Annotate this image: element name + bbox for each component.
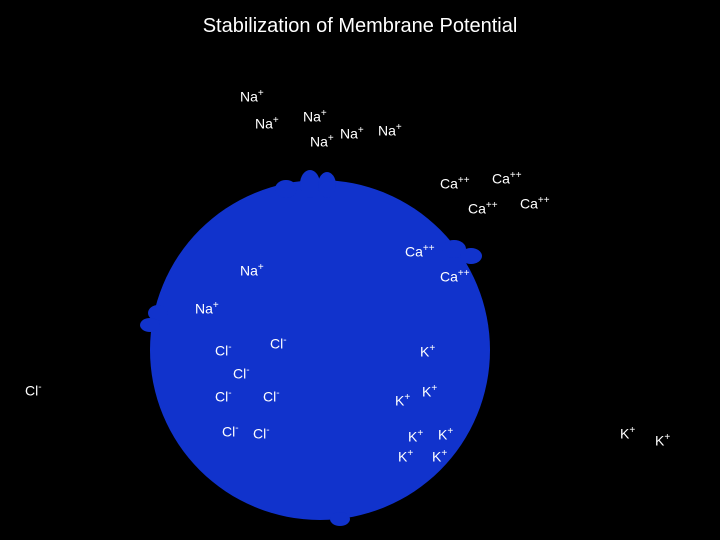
k-ion-label: K+ — [398, 448, 413, 465]
k-ion-label: K+ — [620, 425, 635, 442]
cl-ion-label: Cl- — [253, 425, 270, 442]
membrane-blob — [330, 512, 350, 526]
k-ion-label: K+ — [420, 343, 435, 360]
cl-ion-label: Cl- — [215, 342, 232, 359]
k-ion-label: K+ — [438, 426, 453, 443]
membrane-blob — [318, 172, 336, 198]
ca-ion-label: Ca++ — [405, 243, 435, 260]
k-ion-label: K+ — [408, 428, 423, 445]
cl-ion-label: Cl- — [263, 388, 280, 405]
cl-ion-label: Cl- — [222, 423, 239, 440]
cl-ion-label: Cl- — [25, 382, 42, 399]
cl-ion-label: Cl- — [215, 388, 232, 405]
membrane-blob — [300, 170, 320, 198]
membrane-blob — [275, 180, 297, 198]
ca-ion-label: Ca++ — [440, 268, 470, 285]
na-ion-label: Na+ — [240, 262, 264, 279]
cl-ion-label: Cl- — [233, 365, 250, 382]
membrane-blob — [460, 248, 482, 264]
k-ion-label: K+ — [655, 432, 670, 449]
na-ion-label: Na+ — [340, 125, 364, 142]
na-ion-label: Na+ — [378, 122, 402, 139]
na-ion-label: Na+ — [255, 115, 279, 132]
cell-membrane — [150, 180, 490, 520]
k-ion-label: K+ — [422, 383, 437, 400]
cl-ion-label: Cl- — [270, 335, 287, 352]
diagram-title: Stabilization of Membrane Potential — [203, 15, 518, 38]
na-ion-label: Na+ — [195, 300, 219, 317]
k-ion-label: K+ — [432, 448, 447, 465]
ca-ion-label: Ca++ — [468, 200, 498, 217]
ca-ion-label: Ca++ — [520, 195, 550, 212]
membrane-blob — [140, 318, 160, 332]
na-ion-label: Na+ — [310, 133, 334, 150]
ca-ion-label: Ca++ — [492, 170, 522, 187]
ca-ion-label: Ca++ — [440, 175, 470, 192]
na-ion-label: Na+ — [303, 108, 327, 125]
na-ion-label: Na+ — [240, 88, 264, 105]
k-ion-label: K+ — [395, 392, 410, 409]
